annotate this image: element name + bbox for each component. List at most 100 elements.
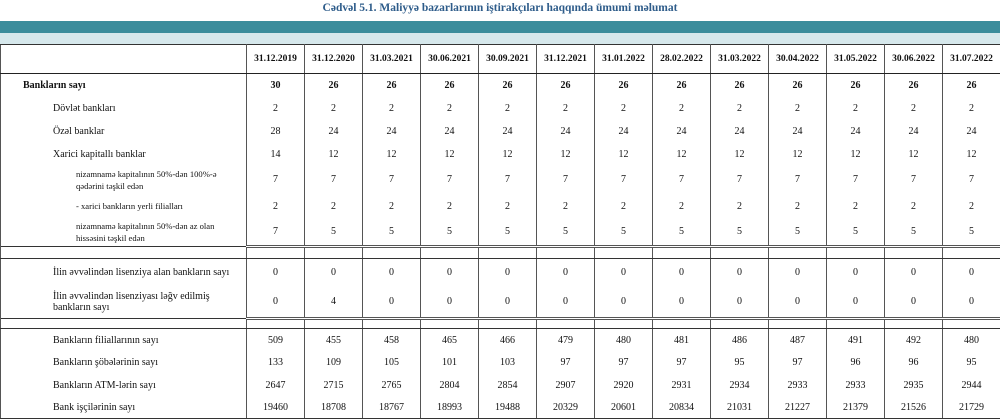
- value-cell: 19488: [479, 397, 537, 419]
- value-cell: 18708: [305, 397, 363, 419]
- value-cell: 0: [247, 259, 305, 287]
- value-cell: 24: [653, 120, 711, 143]
- data-row: nizamnamə kapitalının 50%-dən az olan hi…: [1, 219, 1000, 247]
- value-cell: 12: [943, 143, 1000, 166]
- value-cell: 26: [711, 74, 769, 98]
- separator-cell: [305, 319, 363, 329]
- value-cell: 7: [421, 166, 479, 194]
- value-cell: 21031: [711, 397, 769, 419]
- column-header: 31.05.2022: [827, 45, 885, 74]
- value-cell: 5: [653, 219, 711, 247]
- value-cell: 2931: [653, 374, 711, 397]
- value-cell: 465: [421, 329, 479, 352]
- value-cell: 2: [247, 194, 305, 219]
- value-cell: 24: [479, 120, 537, 143]
- value-cell: 2: [769, 98, 827, 120]
- value-cell: 14: [247, 143, 305, 166]
- value-cell: 12: [827, 143, 885, 166]
- value-cell: 2647: [247, 374, 305, 397]
- value-cell: 2: [943, 98, 1000, 120]
- value-cell: 26: [769, 74, 827, 98]
- separator-cell: [537, 247, 595, 259]
- column-header: 31.03.2021: [363, 45, 421, 74]
- value-cell: 458: [363, 329, 421, 352]
- value-cell: 2: [711, 98, 769, 120]
- value-cell: 12: [421, 143, 479, 166]
- value-cell: 97: [595, 352, 653, 374]
- value-cell: 12: [537, 143, 595, 166]
- column-header: 30.06.2021: [421, 45, 479, 74]
- value-cell: 5: [479, 219, 537, 247]
- separator-cell: [1, 319, 247, 329]
- value-cell: 0: [711, 259, 769, 287]
- value-cell: 2: [421, 194, 479, 219]
- value-cell: 24: [595, 120, 653, 143]
- separator-row: [1, 247, 1000, 259]
- value-cell: 2: [885, 98, 943, 120]
- separator-cell: [421, 247, 479, 259]
- separator-cell: [595, 319, 653, 329]
- header-band-light: [0, 33, 1000, 44]
- value-cell: 2: [943, 194, 1000, 219]
- separator-cell: [827, 319, 885, 329]
- value-cell: 2765: [363, 374, 421, 397]
- value-cell: 24: [885, 120, 943, 143]
- value-cell: 103: [479, 352, 537, 374]
- separator-row: [1, 319, 1000, 329]
- value-cell: 2933: [827, 374, 885, 397]
- value-cell: 19460: [247, 397, 305, 419]
- value-cell: 0: [479, 287, 537, 319]
- value-cell: 21526: [885, 397, 943, 419]
- value-cell: 0: [653, 287, 711, 319]
- value-cell: 0: [537, 259, 595, 287]
- value-cell: 5: [827, 219, 885, 247]
- value-cell: 2: [247, 98, 305, 120]
- value-cell: 486: [711, 329, 769, 352]
- value-cell: 2: [537, 98, 595, 120]
- value-cell: 0: [769, 287, 827, 319]
- value-cell: 7: [711, 166, 769, 194]
- value-cell: 28: [247, 120, 305, 143]
- value-cell: 7: [305, 166, 363, 194]
- value-cell: 18993: [421, 397, 479, 419]
- row-label: Bankların ATM-lərin sayı: [1, 374, 247, 397]
- separator-cell: [943, 247, 1000, 259]
- table-title: Cədvəl 5.1. Maliyyə bazarlarının iştirak…: [0, 2, 1000, 14]
- value-cell: 5: [769, 219, 827, 247]
- row-label: nizamnamə kapitalının 50%-dən az olan hi…: [1, 219, 247, 247]
- column-header: 31.01.2022: [595, 45, 653, 74]
- value-cell: 2: [653, 194, 711, 219]
- value-cell: 2: [769, 194, 827, 219]
- value-cell: 0: [885, 259, 943, 287]
- value-cell: 26: [421, 74, 479, 98]
- value-cell: 105: [363, 352, 421, 374]
- separator-cell: [363, 319, 421, 329]
- separator-cell: [653, 247, 711, 259]
- value-cell: 479: [537, 329, 595, 352]
- value-cell: 26: [943, 74, 1000, 98]
- row-label: nizamnamə kapitalının 50%-dən 100%-ə qəd…: [1, 166, 247, 194]
- value-cell: 0: [653, 259, 711, 287]
- row-label: Xarici kapitallı banklar: [1, 143, 247, 166]
- value-cell: 2: [537, 194, 595, 219]
- value-cell: 24: [537, 120, 595, 143]
- value-cell: 24: [421, 120, 479, 143]
- column-header: 28.02.2022: [653, 45, 711, 74]
- value-cell: 0: [305, 259, 363, 287]
- value-cell: 12: [305, 143, 363, 166]
- value-cell: 2715: [305, 374, 363, 397]
- value-cell: 96: [885, 352, 943, 374]
- separator-cell: [885, 247, 943, 259]
- row-label: İlin əvvəlindən lisenziya alan bankların…: [1, 259, 247, 287]
- value-cell: 21729: [943, 397, 1000, 419]
- separator-cell: [421, 319, 479, 329]
- data-row: İlin əvvəlindən lisenziya alan bankların…: [1, 259, 1000, 287]
- value-cell: 24: [711, 120, 769, 143]
